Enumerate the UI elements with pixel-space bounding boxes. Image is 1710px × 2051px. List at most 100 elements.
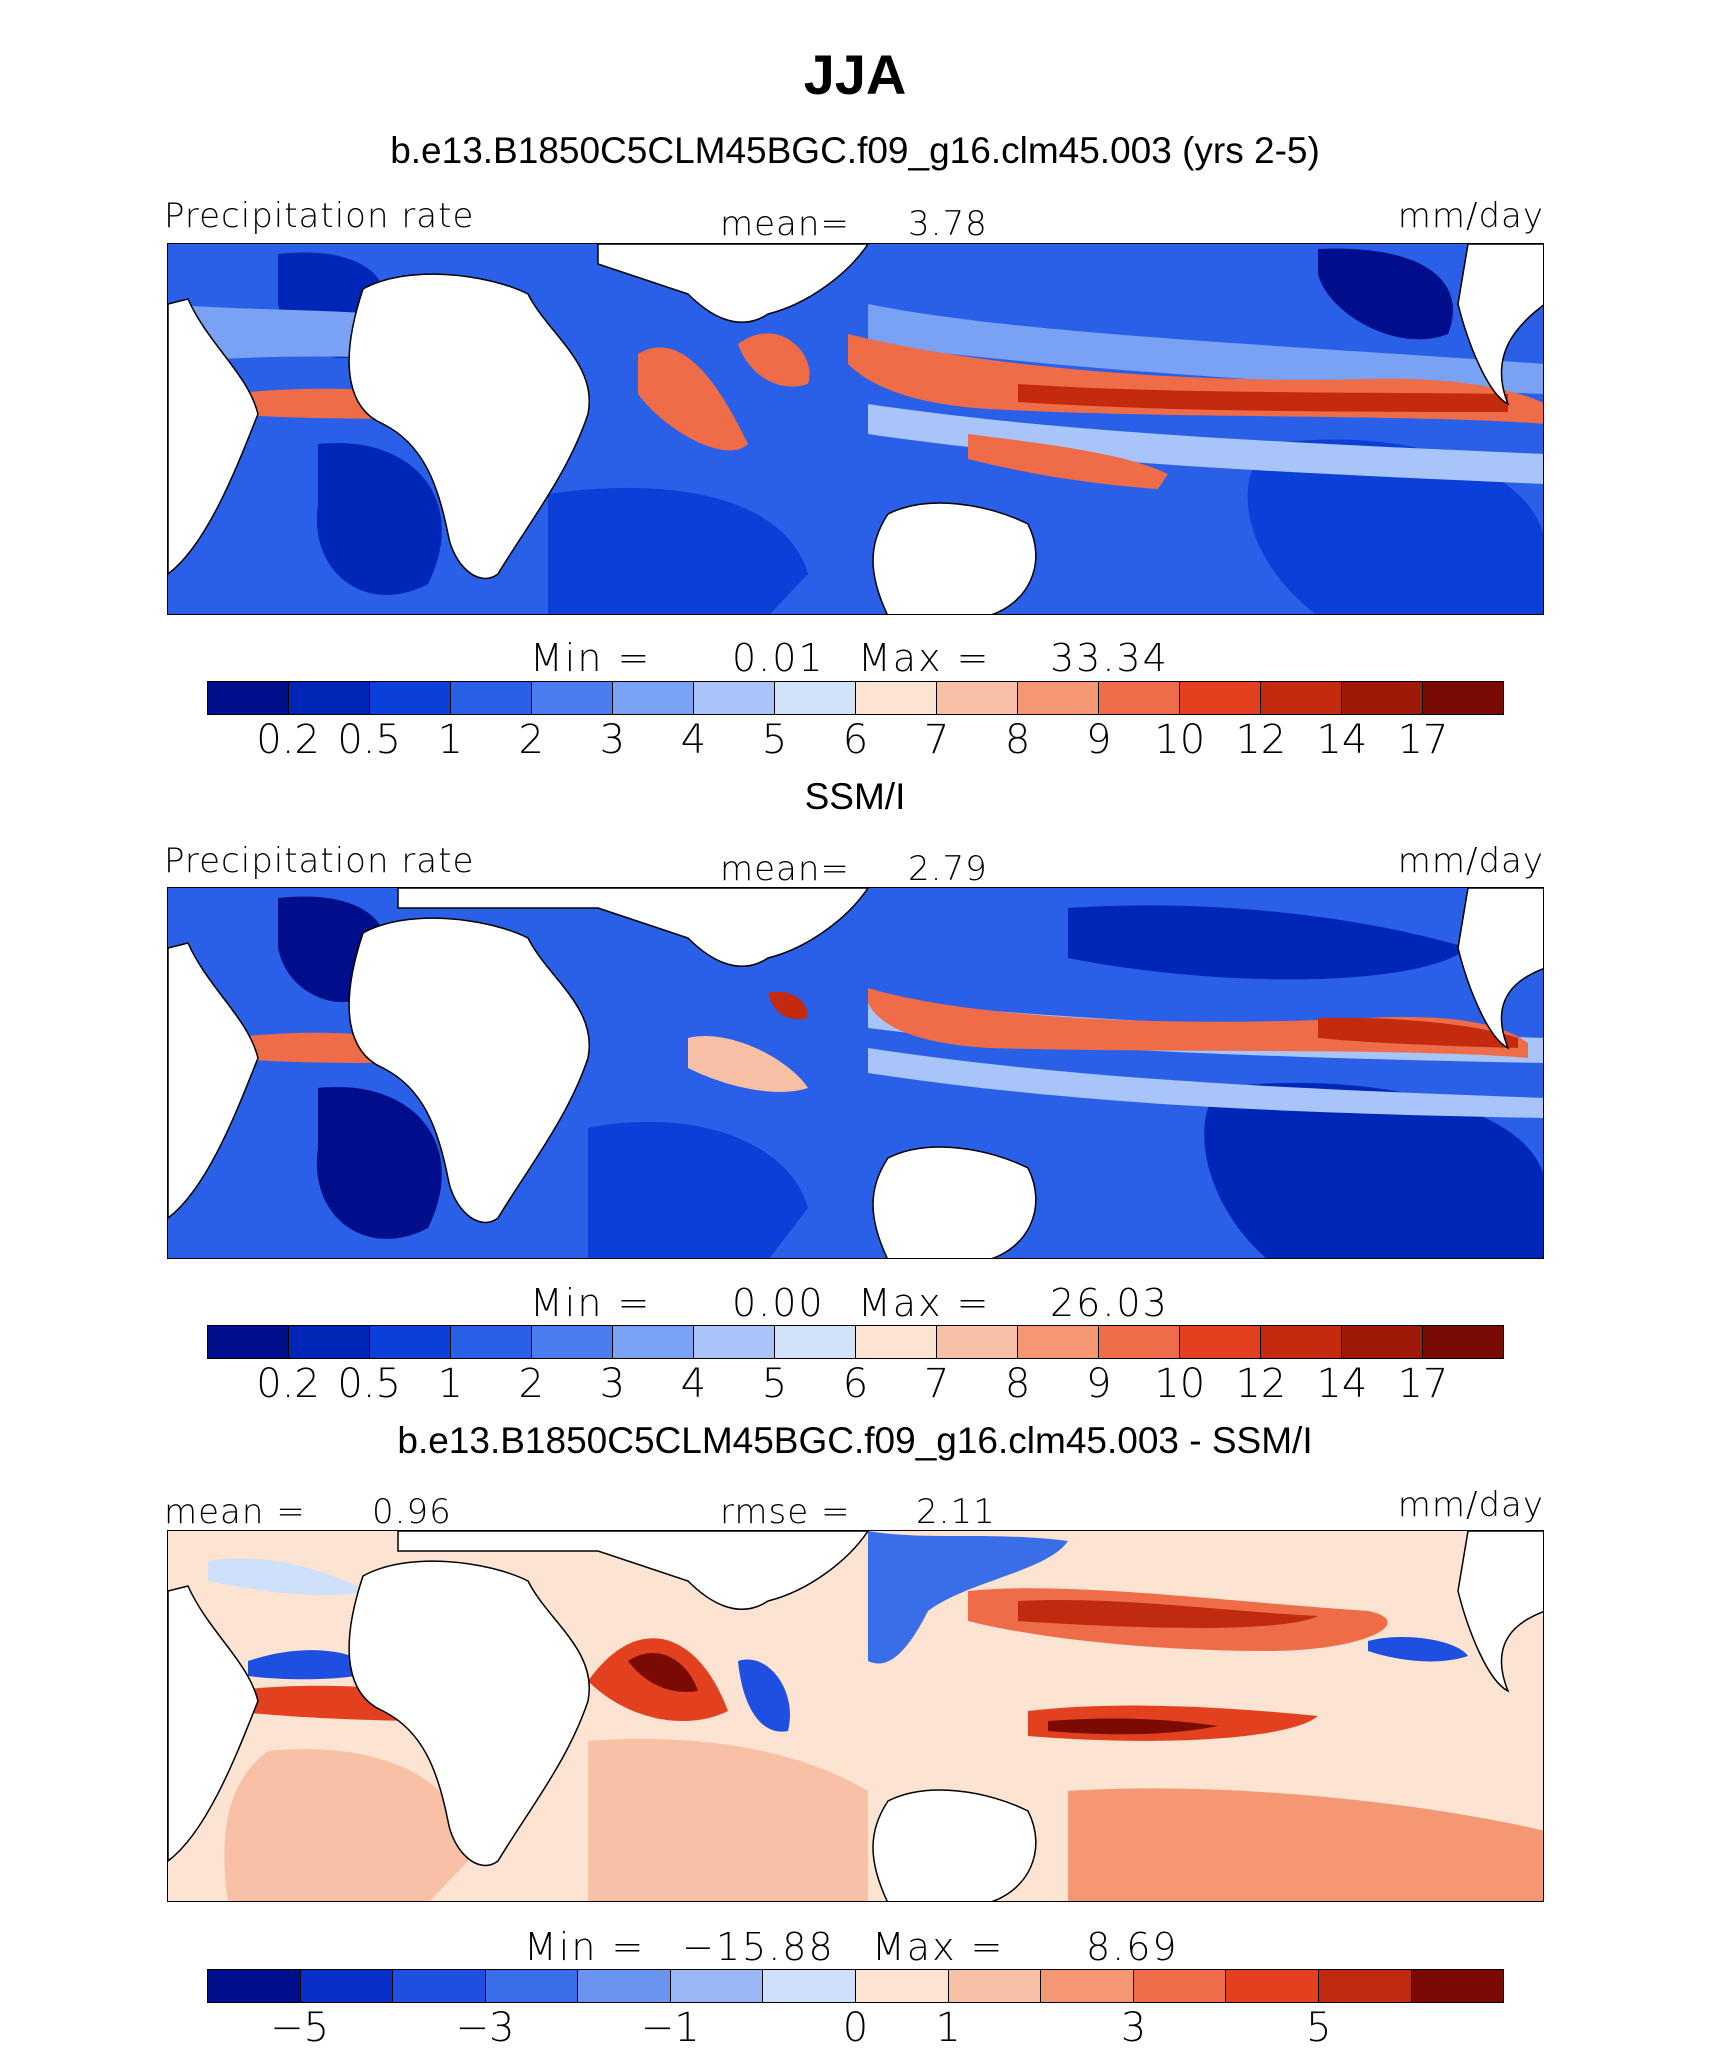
dry-zone (1204, 1082, 1543, 1258)
panel3-map (167, 1530, 1544, 1902)
panel2-max-value: 26.03 (1050, 1281, 1169, 1325)
panel2-mean-value: 2.79 (908, 849, 988, 889)
panel3-max-value: 8.69 (1086, 1925, 1179, 1969)
colorbar-segment (289, 682, 370, 714)
diff-strong (628, 1652, 698, 1692)
panel1-map-svg (168, 244, 1543, 614)
colorbar-segment (1180, 1326, 1261, 1358)
colorbar-segment (1099, 1326, 1180, 1358)
panel2-map-svg (168, 888, 1543, 1258)
colorbar-segment (1423, 682, 1503, 714)
colorbar-segment (1226, 1970, 1319, 2002)
colorbar-tick-label: 14 (1316, 1361, 1368, 1407)
dry-zone (1318, 248, 1453, 340)
panel1-map (167, 243, 1544, 615)
north-america-land (1457, 244, 1543, 406)
colorbar-segment (775, 1326, 856, 1358)
colorbar-tick-label: 9 (1085, 1361, 1112, 1407)
colorbar-segment (370, 682, 451, 714)
diff-negative (738, 1659, 790, 1732)
colorbar-segment (937, 682, 1018, 714)
colorbar-segment (763, 1970, 857, 2002)
colorbar-segment (1041, 1970, 1134, 2002)
colorbar-segment (289, 1326, 370, 1358)
colorbar-segment (1342, 682, 1423, 714)
light-band (868, 1048, 1543, 1118)
colorbar-segment (775, 682, 856, 714)
colorbar-segment (1411, 1970, 1504, 2002)
colorbar-segment (1180, 682, 1261, 714)
colorbar-segment (670, 1970, 764, 2002)
colorbar-tick-label: 3 (1120, 2005, 1147, 2051)
panel2-mean-label: mean= (720, 849, 850, 889)
colorbar-tick-label: 4 (680, 717, 707, 763)
colorbar-tick-label: 4 (680, 1361, 707, 1407)
colorbar-segment (208, 682, 289, 714)
panel3-mean-label: mean = (164, 1492, 306, 1532)
colorbar-segment (613, 1326, 694, 1358)
panel1-colorbar (207, 681, 1504, 715)
colorbar-tick-label: 6 (842, 717, 869, 763)
panel1-max-value: 33.34 (1050, 636, 1169, 680)
colorbar-tick-label: 0.5 (337, 1361, 401, 1407)
panel3-min-label: Min = (524, 1925, 646, 1969)
diff-strong (1048, 1718, 1218, 1735)
indian-monsoon (638, 347, 748, 451)
colorbar-segment (856, 1970, 949, 2002)
panel2-min-value: 0.00 (732, 1281, 825, 1325)
panel2-min-label: Min = (530, 1281, 652, 1325)
asia-land (397, 888, 869, 967)
panel2-left-label: Precipitation rate (164, 841, 475, 881)
diff-region (208, 1558, 368, 1596)
colorbar-segment (1018, 682, 1099, 714)
colorbar-tick-label: −5 (270, 2005, 330, 2051)
colorbar-tick-label: 10 (1154, 1361, 1206, 1407)
bay-of-bengal (738, 333, 810, 387)
colorbar-segment (393, 1970, 486, 2002)
diff-strong (1018, 1599, 1318, 1628)
panel3-rmse-label: rmse = (720, 1492, 851, 1532)
panel1-subtitle: b.e13.B1850C5CLM45BGC.f09_g16.clm45.003 … (390, 130, 1320, 171)
colorbar-tick-label: 8 (1004, 1361, 1031, 1407)
dry-zone (316, 443, 442, 595)
light-band (868, 304, 1543, 394)
colorbar-segment (613, 682, 694, 714)
colorbar-segment (856, 1326, 937, 1358)
panel2-max-label: Max = (858, 1281, 991, 1325)
panel3-mean-value: 0.96 (372, 1492, 452, 1532)
panel2-units: mm/day (1397, 841, 1544, 881)
light-band (868, 404, 1543, 484)
colorbar-tick-label: 3 (599, 717, 626, 763)
colorbar-tick-label: 17 (1397, 717, 1449, 763)
panel3-colorbar (207, 1969, 1504, 2003)
colorbar-tick-label: 1 (437, 717, 463, 763)
dry-zone (548, 487, 808, 614)
panel1-min-value: 0.01 (732, 636, 825, 680)
south-america-land (168, 1585, 259, 1862)
diff-negative (1368, 1636, 1468, 1662)
colorbar-tick-label: 7 (923, 717, 950, 763)
colorbar-tick-label: −3 (455, 2005, 515, 2051)
panel2-subtitle: SSM/I (804, 776, 906, 817)
colorbar-tick-label: 5 (1305, 2005, 1332, 2051)
colorbar-segment (948, 1970, 1042, 2002)
colorbar-tick-label: 1 (437, 1361, 463, 1407)
colorbar-tick-label: 14 (1316, 717, 1368, 763)
colorbar-segment (532, 1326, 613, 1358)
colorbar-tick-label: 9 (1085, 717, 1112, 763)
asia-land (397, 1531, 869, 1610)
colorbar-segment (856, 682, 937, 714)
itcz-core (1318, 1017, 1518, 1048)
colorbar-tick-label: 2 (518, 717, 544, 763)
colorbar-segment (578, 1970, 671, 2002)
colorbar-segment (208, 1970, 301, 2002)
colorbar-segment (300, 1970, 394, 2002)
bay-of-bengal (768, 991, 808, 1020)
south-america-land (168, 942, 259, 1219)
australia-land (872, 1146, 1037, 1258)
australia-land (872, 1789, 1037, 1901)
panel2-colorbar (207, 1325, 1504, 1359)
colorbar-tick-label: 5 (761, 1361, 788, 1407)
colorbar-segment (485, 1970, 579, 2002)
africa-land (348, 917, 591, 1224)
